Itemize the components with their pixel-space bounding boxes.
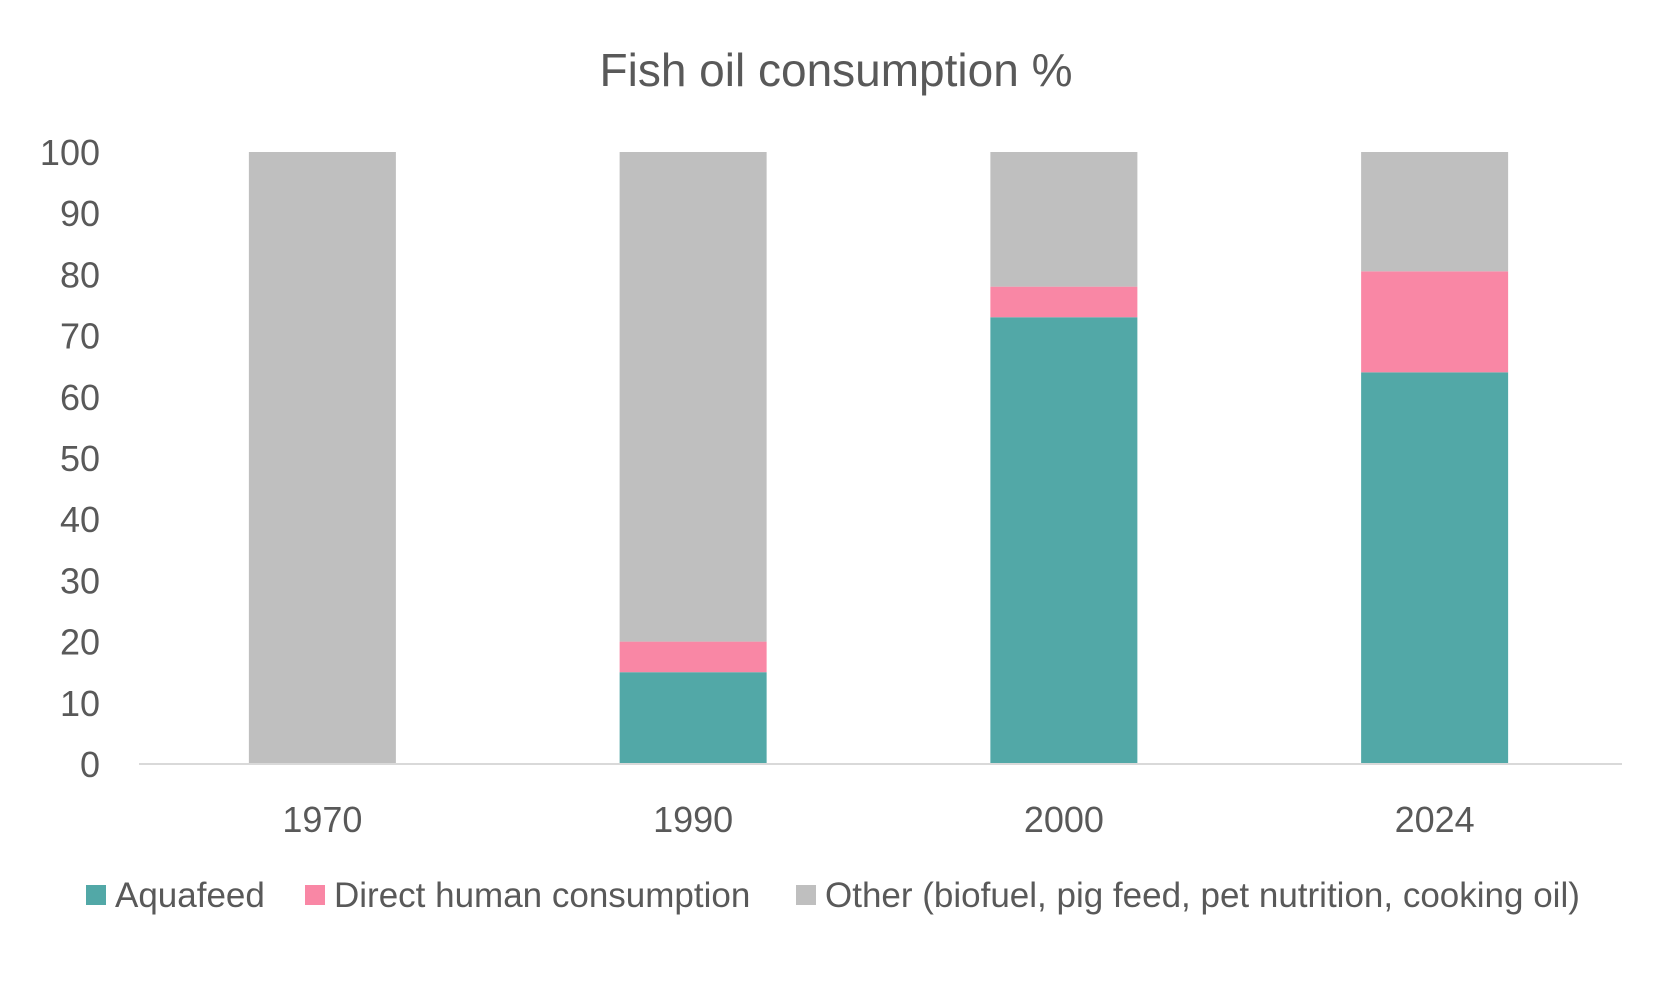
bar-segment-aquafeed-2000 [990, 317, 1138, 764]
bar-segment-other-1990 [619, 152, 767, 642]
legend-swatch [305, 885, 325, 905]
y-tick-label: 10 [60, 683, 100, 724]
legend: Aquafeed Direct human consumption Other (b… [86, 876, 1580, 915]
bar-segment-other-1970 [248, 152, 396, 764]
legend-swatch [796, 885, 816, 905]
y-tick-label: 60 [60, 377, 100, 418]
bars [248, 152, 1509, 764]
legend-label: Aquafeed [115, 876, 265, 915]
x-tick-label: 2024 [1395, 799, 1475, 840]
y-tick-label: 80 [60, 254, 100, 295]
bar-segment-other-2000 [990, 152, 1138, 287]
legend-swatch [86, 885, 106, 905]
y-tick-label: 70 [60, 316, 100, 357]
y-tick-label: 50 [60, 438, 100, 479]
y-tick-label: 90 [60, 193, 100, 234]
bar-segment-aquafeed-1990 [619, 672, 767, 764]
bar-segment-direct-2024 [1361, 271, 1509, 373]
x-tick-label: 1970 [282, 799, 362, 840]
y-tick-label: 30 [60, 560, 100, 601]
x-tick-label: 2000 [1024, 799, 1104, 840]
y-tick-label: 100 [40, 132, 100, 173]
bar-segment-direct-1990 [619, 641, 767, 673]
bar-segment-direct-2000 [990, 286, 1138, 318]
y-axis: 0 10 20 30 40 50 60 70 80 90 100 [40, 132, 100, 785]
y-tick-label: 0 [80, 744, 100, 785]
y-tick-label: 20 [60, 622, 100, 663]
x-axis: 1970 1990 2000 2024 [282, 799, 1474, 840]
bar-segment-other-2024 [1361, 152, 1509, 272]
legend-label: Direct human consumption [334, 876, 750, 915]
bar-segment-aquafeed-2024 [1361, 372, 1509, 764]
x-tick-label: 1990 [653, 799, 733, 840]
chart-title: Fish oil consumption % [600, 44, 1073, 96]
y-tick-label: 40 [60, 499, 100, 540]
legend-label: Other (biofuel, pig feed, pet nutrition,… [825, 876, 1580, 915]
